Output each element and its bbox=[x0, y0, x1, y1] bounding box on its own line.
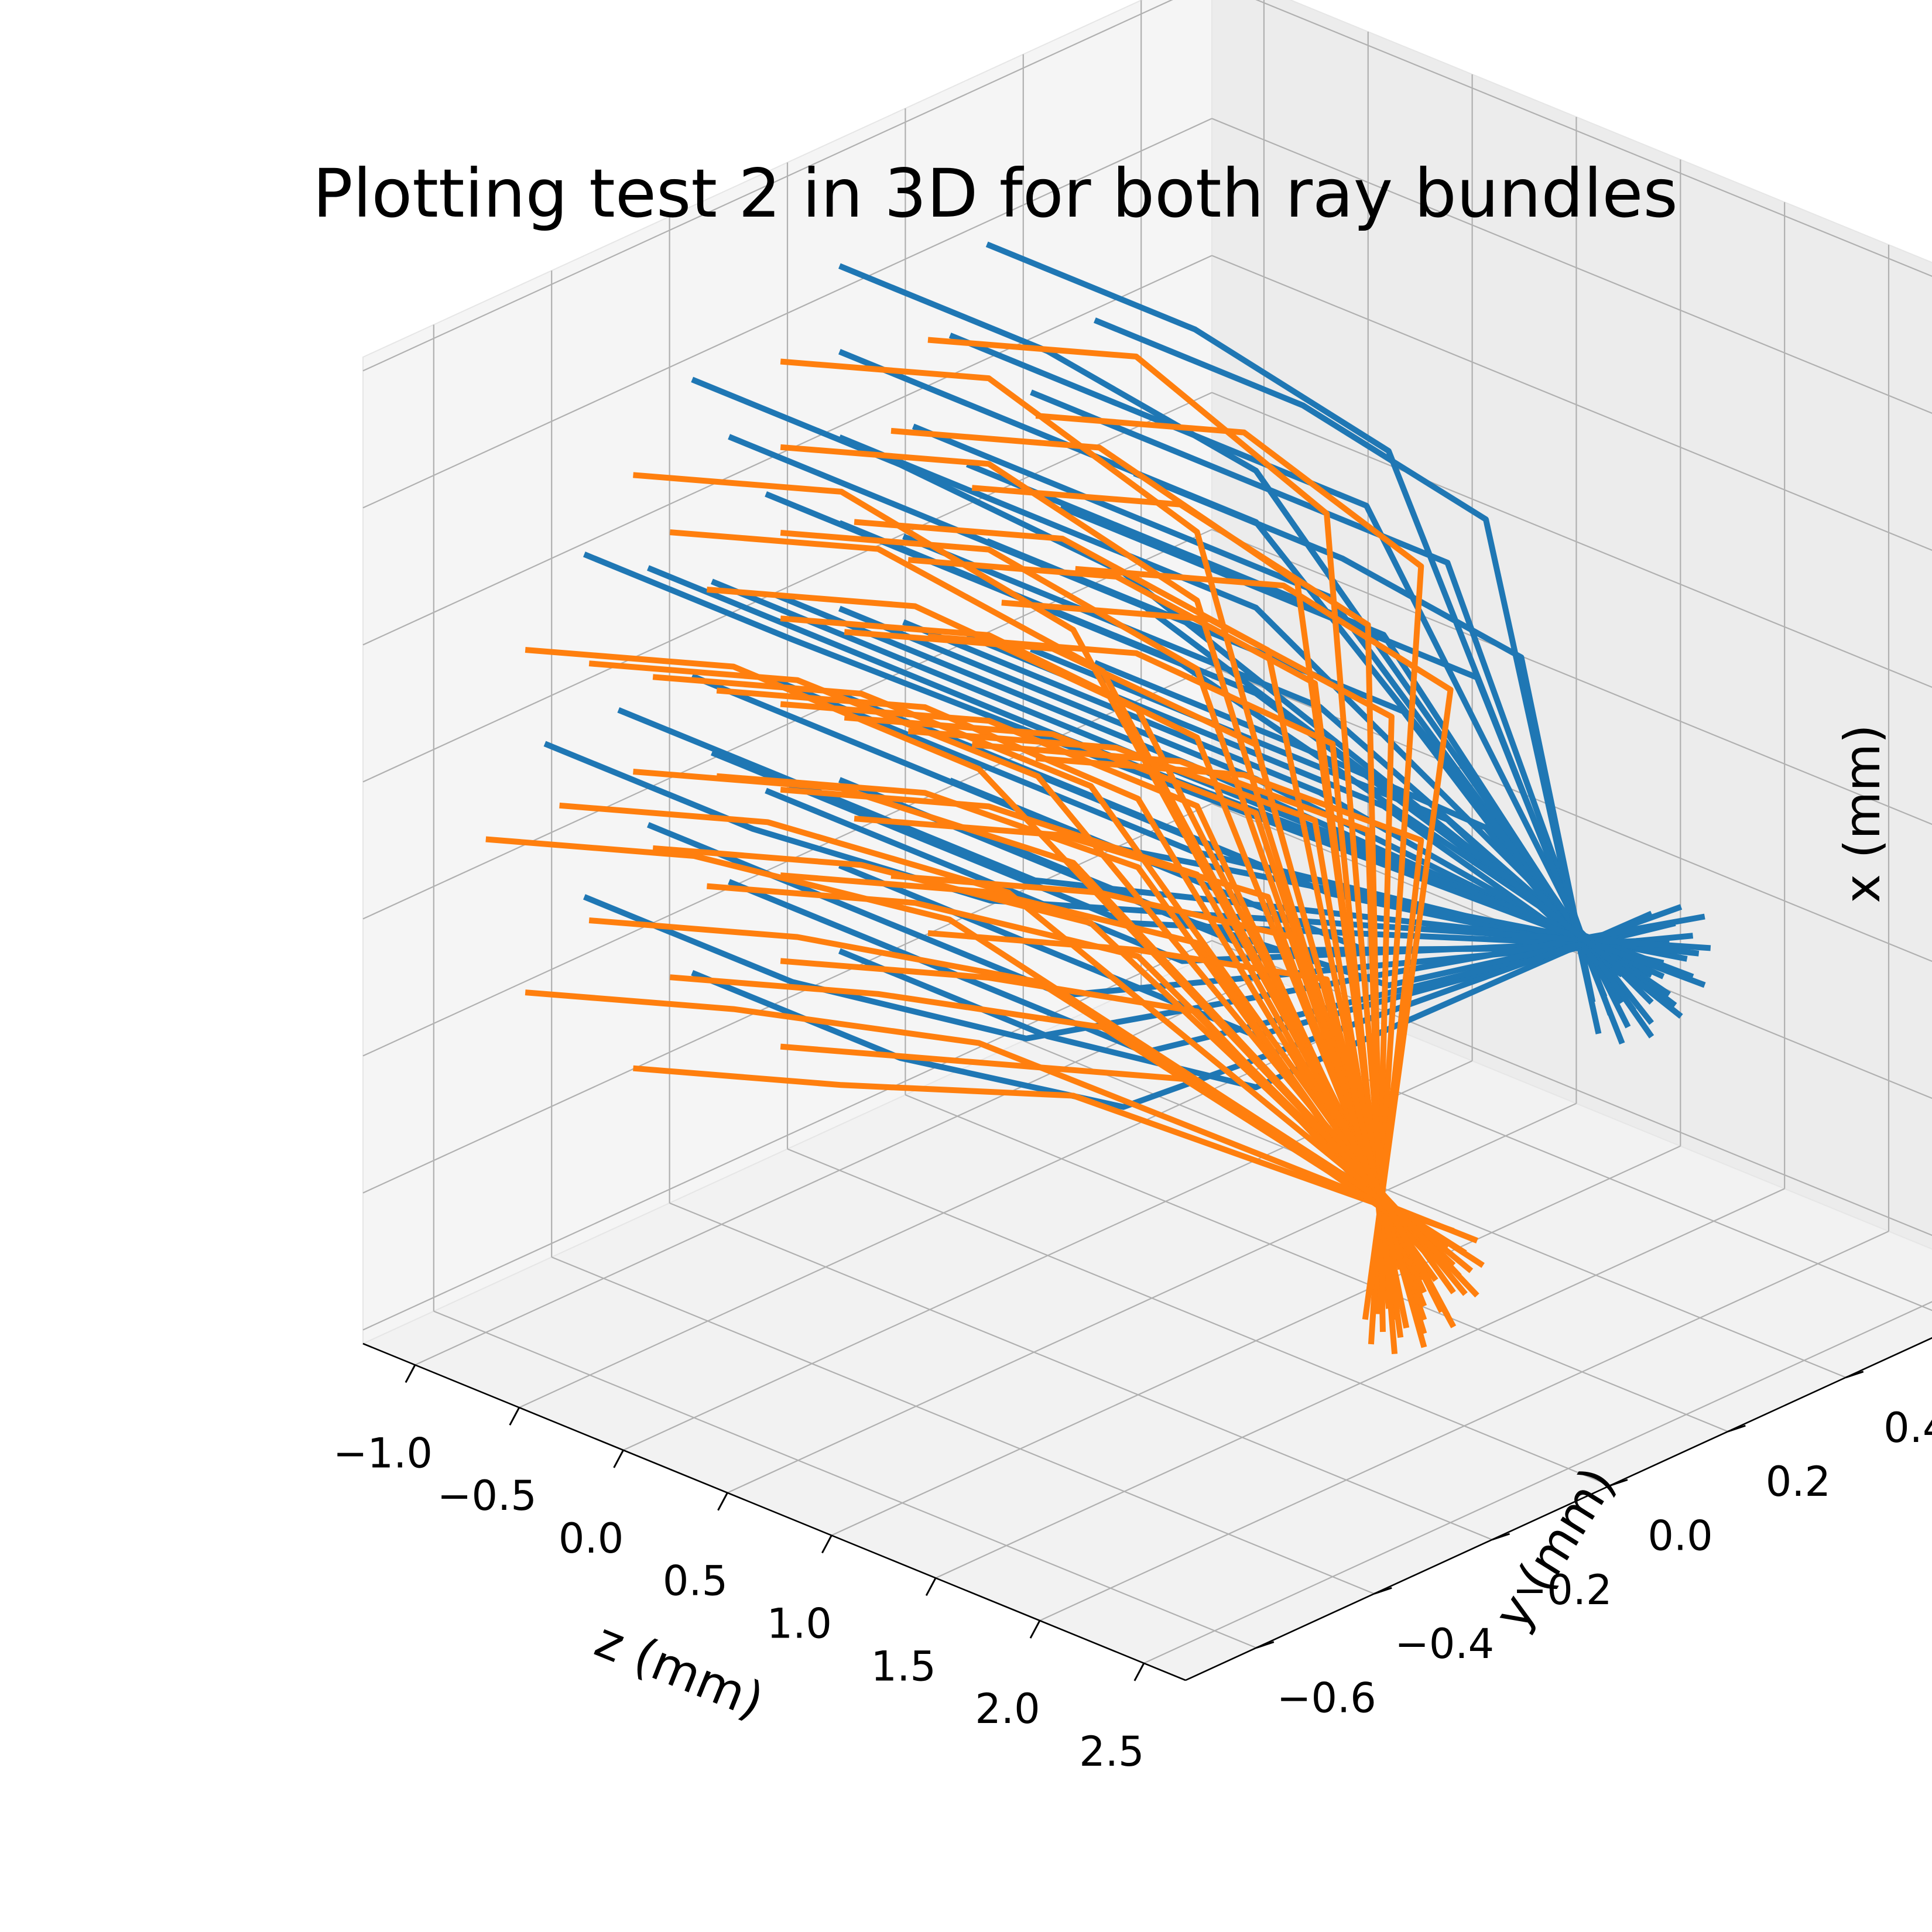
grid-line-x bbox=[362, 0, 1173, 372]
grid-line-x bbox=[1211, 118, 1932, 414]
z-tick-mark bbox=[1133, 1663, 1145, 1681]
ray-line bbox=[485, 836, 1485, 1268]
ray-line bbox=[1030, 389, 1614, 1016]
ray-line bbox=[927, 337, 1398, 1355]
ray-line bbox=[854, 519, 1410, 1329]
z-tick-label: 0.5 bbox=[663, 1557, 728, 1605]
z-tick-mark bbox=[509, 1407, 520, 1426]
z-tick-mark bbox=[925, 1577, 937, 1597]
ray-line bbox=[971, 742, 1386, 1291]
ray-line bbox=[838, 434, 1654, 1005]
grid-line-x bbox=[1211, 529, 1932, 825]
ray-line bbox=[617, 707, 1700, 957]
z-tick-label: −0.5 bbox=[437, 1472, 537, 1520]
y-tick-label: −0.4 bbox=[1395, 1620, 1494, 1668]
ray-line bbox=[985, 241, 1625, 1045]
z-tick-mark bbox=[613, 1450, 624, 1468]
grid-line-x bbox=[1211, 666, 1932, 962]
ray-line bbox=[525, 647, 1479, 1298]
ray-line bbox=[588, 660, 1468, 1296]
ray-line bbox=[1035, 755, 1424, 1290]
grid-line-x bbox=[1211, 940, 1932, 1236]
ray-lines bbox=[485, 241, 1711, 1355]
ray-line bbox=[669, 529, 1451, 1317]
ray-line bbox=[647, 565, 1694, 980]
grid-line-y bbox=[551, 1256, 1375, 1595]
ray-line bbox=[707, 587, 1445, 1313]
ray-line bbox=[838, 263, 1654, 1039]
grid-line-x bbox=[1211, 255, 1932, 551]
ray-line bbox=[559, 802, 1474, 1273]
y-tick-label: −0.2 bbox=[1513, 1566, 1612, 1614]
ray-line bbox=[728, 434, 1677, 1008]
ray-line bbox=[966, 461, 1625, 1004]
ray-line bbox=[525, 989, 1478, 1244]
ray-line bbox=[633, 1065, 1455, 1234]
ray-line bbox=[1094, 317, 1602, 1034]
y-tick-label: 0.0 bbox=[1647, 1512, 1712, 1560]
grid-line-x bbox=[362, 118, 1212, 509]
y-tick-mark bbox=[1256, 1641, 1275, 1649]
z-tick-mark bbox=[1029, 1620, 1041, 1639]
grid-line-y bbox=[669, 1202, 1493, 1540]
grid-line-x bbox=[1211, 392, 1932, 688]
z-tick-label: 0.0 bbox=[559, 1515, 624, 1563]
z-axis-label: z (mm) bbox=[587, 1611, 772, 1729]
y-tick-mark bbox=[1845, 1371, 1864, 1379]
ray-line bbox=[907, 728, 1398, 1293]
y-tick-mark bbox=[1727, 1424, 1746, 1433]
ray-line bbox=[780, 1043, 1426, 1241]
grid-line-x bbox=[362, 392, 1212, 783]
axis-panes bbox=[361, 0, 1932, 1681]
z-tick-label: 2.5 bbox=[1079, 1728, 1144, 1776]
z-tick-mark bbox=[821, 1534, 833, 1554]
y-tick-label: −0.6 bbox=[1277, 1674, 1376, 1722]
z-tick-mark bbox=[405, 1364, 416, 1383]
z-tick-mark bbox=[717, 1492, 728, 1511]
ray-line bbox=[652, 674, 1456, 1294]
ray-line bbox=[765, 491, 1671, 997]
ray-line bbox=[583, 551, 1706, 988]
grid-line-y bbox=[1023, 1040, 1847, 1378]
ray-line bbox=[1035, 413, 1424, 1345]
z-tick-label: 2.0 bbox=[975, 1685, 1040, 1733]
chart-title: Plotting test 2 in 3D for both ray bundl… bbox=[313, 155, 1678, 232]
ray-line bbox=[691, 376, 1683, 1019]
ray-line bbox=[780, 358, 1427, 1348]
z-tick-label: −1.0 bbox=[333, 1429, 433, 1477]
ray-line bbox=[927, 930, 1397, 1259]
z-tick-label: 1.5 bbox=[871, 1642, 936, 1690]
y-tick-mark bbox=[1609, 1479, 1628, 1486]
ray-line bbox=[780, 958, 1427, 1253]
y-tick-mark bbox=[1373, 1587, 1392, 1595]
grid-line-y bbox=[787, 1148, 1611, 1486]
ray-line bbox=[1001, 600, 1395, 1314]
z-axis-line bbox=[362, 1342, 1186, 1681]
grid-line-x bbox=[1255, 0, 1932, 277]
ray-line bbox=[1133, 470, 1596, 1003]
ray-line bbox=[780, 444, 1427, 1335]
y-tick-label: 0.2 bbox=[1766, 1458, 1831, 1506]
tick-labels: −1.0−0.5 0.0 0.5 1.0 1.5 2.0 2.5 −0.6 −0.4 −0.2 0.… bbox=[333, 1364, 1932, 1776]
ray-line bbox=[647, 822, 1694, 998]
ray-line bbox=[902, 619, 1642, 977]
y-tick-mark bbox=[1492, 1533, 1510, 1541]
ray-line bbox=[716, 687, 1438, 1296]
ray-line bbox=[890, 873, 1403, 1270]
x-axis-label: x (mm) bbox=[1834, 724, 1891, 903]
z-tick-label: 1.0 bbox=[767, 1600, 832, 1648]
ray-line bbox=[1075, 566, 1454, 1320]
y-tick-label: 0.4 bbox=[1883, 1404, 1932, 1452]
grid-line-y bbox=[433, 1310, 1257, 1649]
ray-line bbox=[633, 472, 1457, 1328]
grid-line-y bbox=[905, 1094, 1728, 1433]
